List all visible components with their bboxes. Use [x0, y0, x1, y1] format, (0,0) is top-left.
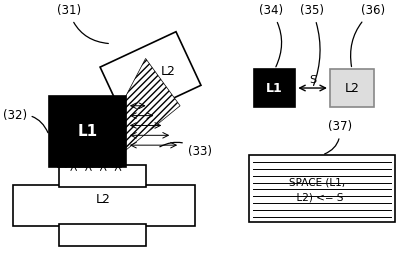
Text: L2: L2: [344, 82, 359, 95]
Bar: [249, 155, 395, 222]
Text: (35): (35): [300, 4, 324, 86]
Polygon shape: [100, 32, 201, 121]
Polygon shape: [126, 58, 180, 150]
Text: (31): (31): [57, 4, 108, 43]
Text: S: S: [309, 75, 316, 85]
Text: (32): (32): [2, 109, 48, 133]
Text: L2: L2: [96, 193, 111, 206]
Polygon shape: [57, 165, 121, 167]
Text: SPACE (L1,: SPACE (L1,: [289, 178, 345, 188]
Bar: [49, 96, 126, 167]
Text: L2: L2: [161, 65, 176, 78]
Bar: [59, 165, 145, 186]
Text: L1: L1: [266, 82, 283, 95]
Bar: [13, 185, 195, 226]
Bar: [254, 69, 295, 107]
Text: (33): (33): [160, 142, 212, 158]
Text: L1: L1: [77, 124, 98, 139]
Bar: [59, 224, 145, 246]
Text: (34): (34): [259, 4, 283, 67]
Text: L2) <= S: L2) <= S: [290, 192, 344, 202]
Text: (37): (37): [325, 120, 352, 154]
Text: (36): (36): [351, 4, 385, 67]
Bar: [330, 69, 374, 107]
